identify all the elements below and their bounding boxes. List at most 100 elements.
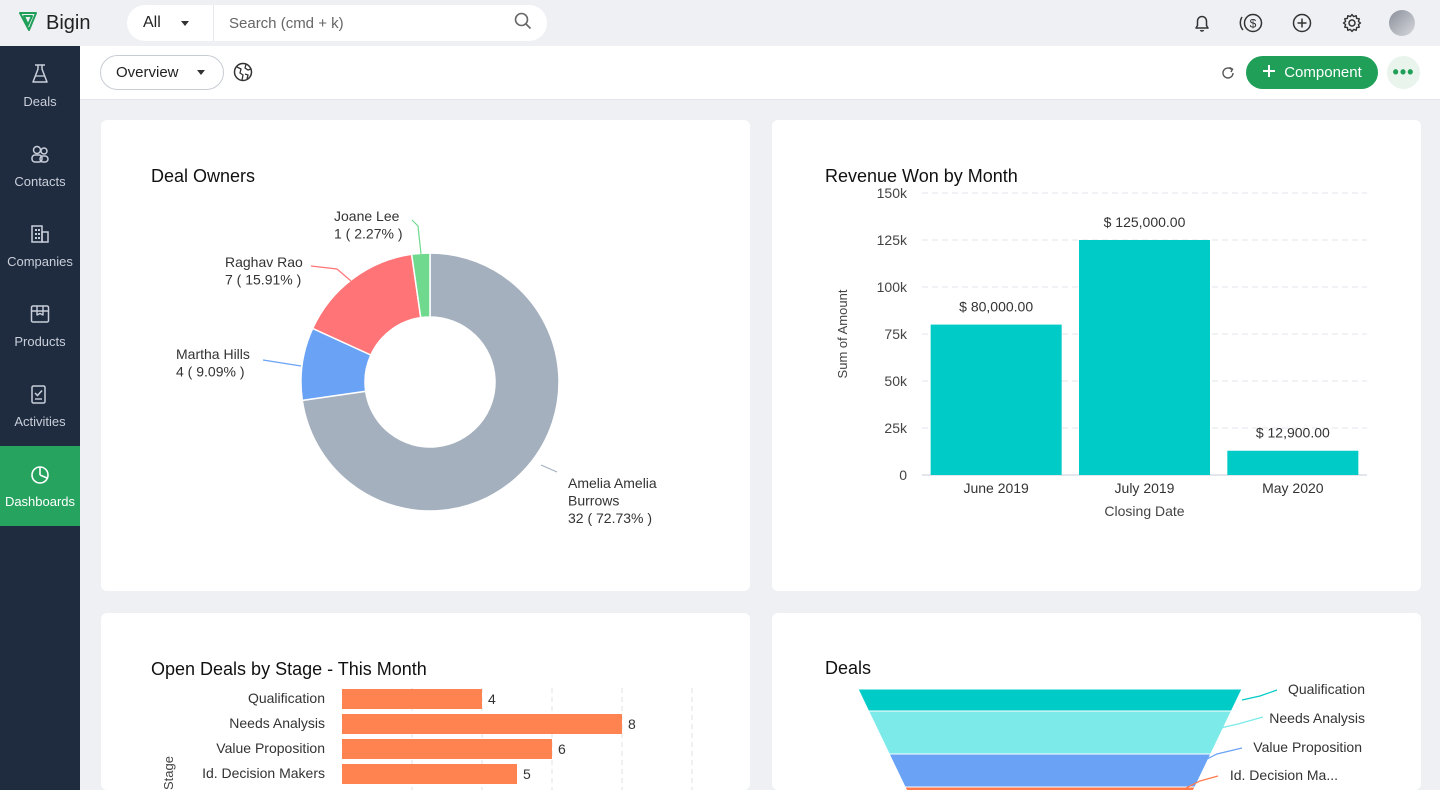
- revenue-panel: Revenue Won by Month 0 25k 50k 75k 100k 125k 1…: [772, 120, 1421, 591]
- deals-funnel-panel: Deals Qualification Needs Analysis Value P…: [772, 613, 1421, 790]
- y-tick-label: 100k: [877, 279, 908, 295]
- donut-slice-joane-lee: [410, 252, 431, 319]
- donut-label-raghav-rao: Raghav Rao: [225, 254, 303, 270]
- search-input[interactable]: Search (cmd + k): [229, 14, 344, 32]
- search-scope-label: All: [143, 14, 161, 31]
- donut-slice-amelia-amelia-burrows: [301, 252, 560, 512]
- settings-icon[interactable]: [1338, 9, 1366, 37]
- deal-owners-panel: Deal Owners Amelia Amelia Burrows 32 ( 72.…: [101, 120, 750, 591]
- deals-funnel-title: Deals: [825, 658, 872, 678]
- more-icon: •••: [1392, 62, 1415, 82]
- donut-label-martha-hills: 4 ( 9.09% ): [176, 364, 244, 380]
- global-search: All Search (cmd + k): [127, 5, 547, 41]
- y-tick-label: 25k: [884, 420, 908, 436]
- funnel-leader-line: [1211, 716, 1264, 731]
- x-tick-label: June 2019: [963, 480, 1029, 496]
- funnel-stage-label: Value Proposition: [1253, 739, 1362, 755]
- funnel-stage-label: Id. Decision Ma...: [1230, 767, 1338, 783]
- stage-value-label: 6: [558, 741, 566, 757]
- stage-value-label: 5: [523, 766, 531, 782]
- products-icon: [29, 303, 51, 328]
- funnel-stage-value-proposition: [888, 753, 1212, 788]
- stage-bar-needs-analysis: [342, 714, 622, 734]
- revenue-bar-june-2019: [930, 324, 1062, 475]
- refresh-icon[interactable]: [1220, 65, 1236, 86]
- stage-label: Needs Analysis: [229, 715, 325, 731]
- stage-value-label: 4: [488, 691, 496, 707]
- stage-value-label: 8: [628, 716, 636, 732]
- donut-label-joane-lee: Joane Lee: [334, 208, 400, 224]
- dashboards-icon: [29, 463, 51, 488]
- bell-icon[interactable]: [1188, 9, 1216, 37]
- funnel-leader-line: [1194, 747, 1243, 766]
- donut-label-amelia-amelia-burrows: Burrows: [568, 493, 619, 509]
- open-deals-bar-chart: Qualification 4 Needs Analysis 8 Value Propo…: [161, 688, 693, 790]
- add-icon[interactable]: [1288, 9, 1316, 37]
- y-tick-label: 50k: [884, 373, 908, 389]
- add-component-label: Component: [1284, 64, 1362, 81]
- leader-line-raghav-rao: [310, 265, 352, 282]
- globe-icon[interactable]: [233, 62, 253, 87]
- sidebar-item-contacts[interactable]: Contacts: [0, 126, 80, 206]
- search-icon[interactable]: [514, 12, 532, 35]
- add-component-button[interactable]: Component: [1246, 56, 1378, 89]
- more-options-button[interactable]: •••: [1387, 56, 1420, 89]
- x-axis-label: Closing Date: [1104, 503, 1184, 519]
- x-tick-label: July 2019: [1115, 480, 1175, 496]
- sidebar-item-label: Deals: [23, 94, 57, 109]
- revenue-bar-chart: 0 25k 50k 75k 100k 125k 150k $ 80,000.00 June 20…: [835, 185, 1367, 519]
- revenue-data-label: $ 80,000.00: [959, 299, 1033, 315]
- revenue-icon[interactable]: $: [1238, 9, 1266, 37]
- user-avatar[interactable]: [1388, 9, 1416, 37]
- chevron-down-icon: [196, 70, 205, 75]
- funnel-leader-line: [1241, 689, 1278, 701]
- sidebar-item-products[interactable]: Products: [0, 286, 80, 366]
- donut-label-amelia-amelia-burrows: Amelia Amelia: [568, 475, 657, 491]
- y-axis-label: Stage: [161, 756, 176, 790]
- sidebar-item-activities[interactable]: Activities: [0, 366, 80, 446]
- funnel-stage-label: Needs Analysis: [1269, 710, 1365, 726]
- leader-line-martha-hills: [262, 359, 302, 367]
- sidebar-item-label: Contacts: [14, 174, 66, 189]
- contacts-icon: [29, 143, 51, 168]
- revenue-bar-july-2019: [1079, 240, 1210, 475]
- stage-bar-value-proposition: [342, 739, 552, 759]
- funnel-stage-id-decision-ma: [904, 786, 1196, 790]
- funnel-stage-needs-analysis: [867, 710, 1233, 755]
- leader-line-joane-lee: [411, 219, 422, 255]
- dashboard-select[interactable]: Overview: [100, 55, 224, 90]
- revenue-data-label: $ 125,000.00: [1104, 214, 1186, 230]
- funnel-stage-label: Qualification: [1288, 681, 1365, 697]
- dashboard-toolbar: Overview Component •••: [80, 46, 1440, 100]
- companies-icon: [29, 223, 51, 248]
- leader-line-amelia-amelia-burrows: [540, 464, 558, 473]
- avatar-image: [1389, 10, 1415, 36]
- stage-label: Id. Decision Makers: [202, 765, 325, 781]
- sidebar-item-companies[interactable]: Companies: [0, 206, 80, 286]
- funnel-stage-qualification: [857, 688, 1243, 712]
- funnel-leader-line: [1180, 775, 1219, 790]
- activities-icon: [29, 383, 51, 408]
- chevron-down-icon: [180, 20, 189, 26]
- sidebar-item-label: Dashboards: [4, 494, 76, 509]
- plus-icon: [1262, 64, 1276, 82]
- sidebar-item-label: Activities: [14, 414, 66, 429]
- app-logo[interactable]: Bigin: [18, 10, 90, 37]
- donut-label-raghav-rao: 7 ( 15.91% ): [225, 272, 301, 288]
- sidebar-item-dashboards[interactable]: Dashboards: [0, 446, 80, 526]
- top-bar: Bigin All Search (cmd + k) $: [0, 0, 1440, 46]
- svg-text:$: $: [1250, 17, 1257, 31]
- stage-bar-qualification: [342, 689, 482, 709]
- search-scope-dropdown[interactable]: All: [127, 5, 214, 41]
- deals-funnel-chart: Qualification Needs Analysis Value Proposi…: [857, 681, 1365, 790]
- donut-label-amelia-amelia-burrows: 32 ( 72.73% ): [568, 510, 652, 526]
- donut-label-joane-lee: 1 ( 2.27% ): [334, 226, 402, 242]
- y-tick-label: 125k: [877, 232, 908, 248]
- sidebar-item-label: Companies: [7, 254, 73, 269]
- open-deals-panel: Open Deals by Stage - This Month Qualifi…: [101, 613, 750, 790]
- dashboard-select-label: Overview: [116, 64, 179, 81]
- revenue-data-label: $ 12,900.00: [1256, 425, 1330, 441]
- sidebar-item-deals[interactable]: Deals: [0, 46, 80, 126]
- stage-label: Qualification: [248, 690, 325, 706]
